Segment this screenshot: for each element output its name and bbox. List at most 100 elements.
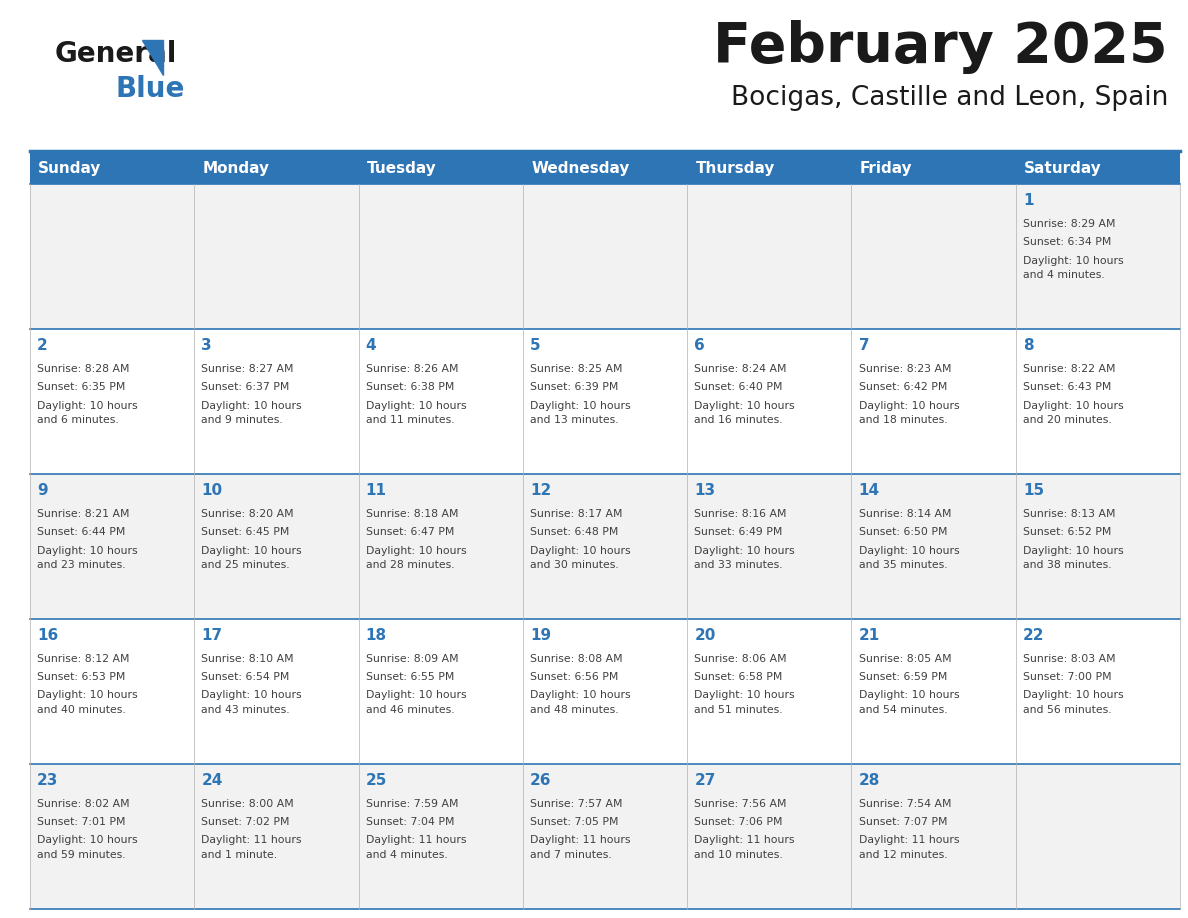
Text: Sunrise: 8:12 AM: Sunrise: 8:12 AM	[37, 654, 129, 664]
Text: Sunrise: 8:10 AM: Sunrise: 8:10 AM	[202, 654, 295, 664]
Text: Sunrise: 7:54 AM: Sunrise: 7:54 AM	[859, 799, 952, 809]
Bar	[523, 619, 687, 764]
Text: Daylight: 11 hours: Daylight: 11 hours	[859, 835, 959, 845]
Text: Sunset: 7:04 PM: Sunset: 7:04 PM	[366, 817, 454, 827]
Text: Daylight: 11 hours: Daylight: 11 hours	[694, 835, 795, 845]
Text: Daylight: 10 hours: Daylight: 10 hours	[1023, 690, 1124, 700]
Text: Sunrise: 8:23 AM: Sunrise: 8:23 AM	[859, 364, 952, 374]
Text: Sunrise: 8:26 AM: Sunrise: 8:26 AM	[366, 364, 459, 374]
Text: and 38 minutes.: and 38 minutes.	[1023, 560, 1112, 570]
Text: Sunrise: 8:16 AM: Sunrise: 8:16 AM	[694, 509, 786, 519]
Text: 14: 14	[859, 483, 879, 498]
Text: Sunset: 6:40 PM: Sunset: 6:40 PM	[694, 382, 783, 392]
Text: Sunset: 6:53 PM: Sunset: 6:53 PM	[37, 672, 126, 682]
Text: and 30 minutes.: and 30 minutes.	[530, 560, 619, 570]
Text: Daylight: 10 hours: Daylight: 10 hours	[530, 400, 631, 410]
Text: Sunset: 6:55 PM: Sunset: 6:55 PM	[366, 672, 454, 682]
Text: and 35 minutes.: and 35 minutes.	[859, 560, 947, 570]
Text: 28: 28	[859, 773, 880, 788]
Bar	[523, 474, 687, 619]
Bar	[523, 184, 687, 329]
Text: 1: 1	[1023, 193, 1034, 208]
Text: Daylight: 11 hours: Daylight: 11 hours	[202, 835, 302, 845]
Text: 12: 12	[530, 483, 551, 498]
Bar	[359, 184, 523, 329]
Text: 21: 21	[859, 628, 880, 644]
Bar	[359, 619, 523, 764]
Text: 18: 18	[366, 628, 387, 644]
Bar	[852, 184, 1016, 329]
Text: Daylight: 10 hours: Daylight: 10 hours	[37, 400, 138, 410]
Text: 2: 2	[37, 338, 48, 353]
Text: Sunday: Sunday	[38, 161, 102, 175]
Text: and 7 minutes.: and 7 minutes.	[530, 850, 612, 860]
Bar	[687, 619, 852, 764]
Text: Sunrise: 7:56 AM: Sunrise: 7:56 AM	[694, 799, 786, 809]
Text: Sunset: 6:42 PM: Sunset: 6:42 PM	[859, 382, 947, 392]
Text: February 2025: February 2025	[713, 20, 1168, 74]
Text: Sunrise: 8:00 AM: Sunrise: 8:00 AM	[202, 799, 295, 809]
Bar	[1016, 474, 1180, 619]
Text: Wednesday: Wednesday	[531, 161, 630, 175]
Text: and 48 minutes.: and 48 minutes.	[530, 705, 619, 715]
Text: and 4 minutes.: and 4 minutes.	[1023, 270, 1105, 280]
Text: and 9 minutes.: and 9 minutes.	[202, 415, 283, 425]
Text: Sunrise: 7:57 AM: Sunrise: 7:57 AM	[530, 799, 623, 809]
Bar	[687, 329, 852, 474]
Bar	[1016, 184, 1180, 329]
Text: Sunset: 7:01 PM: Sunset: 7:01 PM	[37, 817, 126, 827]
Text: and 23 minutes.: and 23 minutes.	[37, 560, 126, 570]
Text: Sunset: 6:39 PM: Sunset: 6:39 PM	[530, 382, 619, 392]
Bar	[359, 474, 523, 619]
Bar	[523, 329, 687, 474]
Text: Sunset: 7:07 PM: Sunset: 7:07 PM	[859, 817, 947, 827]
Text: Sunrise: 7:59 AM: Sunrise: 7:59 AM	[366, 799, 459, 809]
Text: Sunset: 6:45 PM: Sunset: 6:45 PM	[202, 527, 290, 537]
Bar	[30, 764, 195, 909]
Text: Daylight: 10 hours: Daylight: 10 hours	[1023, 255, 1124, 265]
Text: Daylight: 10 hours: Daylight: 10 hours	[37, 690, 138, 700]
Text: Sunset: 6:35 PM: Sunset: 6:35 PM	[37, 382, 126, 392]
Bar	[359, 764, 523, 909]
Text: Sunset: 6:48 PM: Sunset: 6:48 PM	[530, 527, 619, 537]
Text: Sunrise: 8:20 AM: Sunrise: 8:20 AM	[202, 509, 295, 519]
Text: Sunset: 7:05 PM: Sunset: 7:05 PM	[530, 817, 619, 827]
Text: Blue: Blue	[115, 75, 184, 103]
Text: and 10 minutes.: and 10 minutes.	[694, 850, 783, 860]
Text: Daylight: 10 hours: Daylight: 10 hours	[366, 400, 467, 410]
Bar	[1016, 764, 1180, 909]
Text: Daylight: 11 hours: Daylight: 11 hours	[366, 835, 466, 845]
Text: 7: 7	[859, 338, 870, 353]
Text: Daylight: 10 hours: Daylight: 10 hours	[37, 545, 138, 555]
Text: Sunset: 7:00 PM: Sunset: 7:00 PM	[1023, 672, 1112, 682]
Text: and 20 minutes.: and 20 minutes.	[1023, 415, 1112, 425]
Text: Sunrise: 8:17 AM: Sunrise: 8:17 AM	[530, 509, 623, 519]
Bar	[30, 184, 195, 329]
Bar	[195, 329, 359, 474]
Text: Daylight: 10 hours: Daylight: 10 hours	[37, 835, 138, 845]
Text: Saturday: Saturday	[1024, 161, 1101, 175]
Text: Daylight: 10 hours: Daylight: 10 hours	[694, 400, 795, 410]
Bar	[195, 184, 359, 329]
Text: and 18 minutes.: and 18 minutes.	[859, 415, 947, 425]
Text: Daylight: 10 hours: Daylight: 10 hours	[694, 690, 795, 700]
Text: Sunset: 6:44 PM: Sunset: 6:44 PM	[37, 527, 126, 537]
Text: Daylight: 10 hours: Daylight: 10 hours	[366, 690, 467, 700]
Text: and 16 minutes.: and 16 minutes.	[694, 415, 783, 425]
Text: Sunrise: 8:21 AM: Sunrise: 8:21 AM	[37, 509, 129, 519]
Bar	[852, 764, 1016, 909]
Text: Sunset: 6:50 PM: Sunset: 6:50 PM	[859, 527, 947, 537]
Text: Daylight: 10 hours: Daylight: 10 hours	[530, 690, 631, 700]
Text: Sunrise: 8:13 AM: Sunrise: 8:13 AM	[1023, 509, 1116, 519]
Bar	[195, 619, 359, 764]
Text: Sunrise: 8:03 AM: Sunrise: 8:03 AM	[1023, 654, 1116, 664]
Text: 23: 23	[37, 773, 58, 788]
Text: 20: 20	[694, 628, 715, 644]
Text: Daylight: 10 hours: Daylight: 10 hours	[530, 545, 631, 555]
Text: 17: 17	[202, 628, 222, 644]
Text: 26: 26	[530, 773, 551, 788]
Text: General: General	[55, 40, 177, 68]
Text: and 33 minutes.: and 33 minutes.	[694, 560, 783, 570]
Text: Thursday: Thursday	[695, 161, 775, 175]
Text: Sunset: 7:06 PM: Sunset: 7:06 PM	[694, 817, 783, 827]
